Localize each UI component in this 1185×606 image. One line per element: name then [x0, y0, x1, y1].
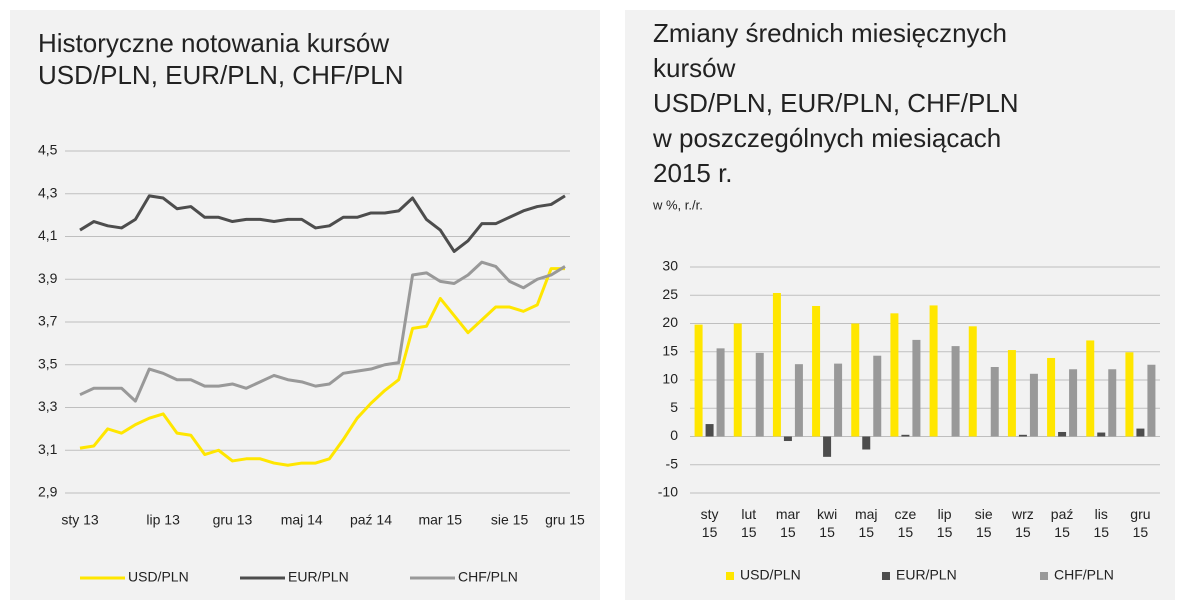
- bar: [1097, 432, 1106, 437]
- y-tick-label: 2,9: [38, 484, 58, 500]
- line-series: [79, 267, 565, 467]
- y-tick-label: 0: [670, 427, 678, 443]
- chart-subtitle: w %, r./r.: [652, 197, 703, 212]
- bar: [901, 434, 910, 437]
- bar: [716, 348, 725, 437]
- x-tick-label: maj 15: [854, 506, 878, 540]
- x-tick-label: lip 15: [936, 506, 953, 540]
- bar: [912, 339, 921, 437]
- chart-title: Historyczne notowania kursów: [38, 28, 389, 58]
- bar: [929, 305, 938, 437]
- bar: [772, 292, 781, 437]
- legend-label: EUR/PLN: [896, 567, 957, 583]
- x-tick-label: lis 15: [1093, 506, 1110, 540]
- legend-swatch: [726, 572, 734, 580]
- y-tick-label: 3,3: [38, 398, 58, 414]
- bar: [1147, 364, 1156, 437]
- y-tick-label: 20: [662, 314, 678, 330]
- panel: [10, 10, 600, 600]
- chart-title: USD/PLN, EUR/PLN, CHF/PLN: [38, 60, 404, 90]
- chart-title: 2015 r.: [653, 158, 733, 188]
- bar: [733, 323, 742, 437]
- bar: [1058, 431, 1067, 437]
- panel: [625, 10, 1175, 600]
- bar: [1069, 369, 1078, 437]
- chart-title: USD/PLN, EUR/PLN, CHF/PLN: [653, 88, 1019, 118]
- chart-title: Zmiany średnich miesięcznych: [653, 18, 1007, 48]
- bar: [694, 324, 703, 437]
- x-tick-label: sie 15: [491, 512, 529, 528]
- legend-label: USD/PLN: [128, 569, 189, 585]
- bar: [834, 363, 843, 437]
- bar: [783, 436, 792, 442]
- x-tick-label: lip 13: [146, 512, 180, 528]
- x-tick-label: wrz 15: [1012, 506, 1034, 540]
- bar: [1125, 352, 1134, 437]
- y-tick-label: 4,3: [38, 184, 58, 200]
- bar: [794, 364, 803, 437]
- bar: [812, 305, 821, 437]
- legend-swatch: [882, 572, 890, 580]
- bar: [873, 355, 882, 437]
- y-tick-label: 3,5: [38, 355, 58, 371]
- line-series: [79, 260, 566, 403]
- bar: [755, 352, 764, 437]
- bar: [1136, 428, 1145, 437]
- bar: [890, 313, 899, 437]
- bar: [1029, 373, 1038, 437]
- chart-title: kursów: [653, 53, 736, 83]
- y-tick-label: 15: [662, 342, 678, 358]
- x-tick-label: sie 15: [974, 506, 993, 540]
- bar: [705, 424, 714, 437]
- y-tick-label: 3,9: [38, 270, 58, 286]
- x-tick-label: maj 14: [281, 512, 323, 528]
- bar: [1108, 369, 1117, 437]
- y-tick-label: 25: [662, 286, 678, 302]
- bar: [1007, 350, 1016, 437]
- x-tick-label: kwi 15: [816, 506, 838, 540]
- y-tick-label: 4,1: [38, 227, 58, 243]
- legend-swatch: [1040, 572, 1048, 580]
- x-tick-label: cze 15: [894, 506, 917, 540]
- y-tick-label: 4,5: [38, 142, 58, 158]
- x-tick-label: gru 15: [545, 512, 585, 528]
- bar: [1086, 340, 1095, 437]
- legend-label: CHF/PLN: [1054, 567, 1114, 583]
- legend-label: CHF/PLN: [458, 569, 518, 585]
- y-tick-label: 10: [662, 371, 678, 387]
- y-tick-label: -10: [658, 484, 678, 500]
- x-tick-label: sty 15: [700, 506, 719, 540]
- bar: [851, 323, 860, 437]
- bar: [862, 436, 871, 450]
- x-tick-label: gru 13: [213, 512, 253, 528]
- y-tick-label: 5: [670, 399, 678, 415]
- x-tick-label: mar 15: [418, 512, 462, 528]
- bar: [968, 326, 977, 437]
- line-series: [79, 194, 566, 253]
- x-tick-label: paź 14: [350, 512, 392, 528]
- x-tick-label: lut 15: [740, 506, 757, 540]
- x-tick-label: paź 15: [1050, 506, 1074, 540]
- bar: [823, 436, 832, 457]
- x-tick-label: gru 15: [1130, 506, 1151, 540]
- bar: [1047, 357, 1056, 437]
- y-tick-label: -5: [666, 455, 679, 471]
- bar: [1018, 434, 1027, 437]
- legend-label: EUR/PLN: [288, 569, 349, 585]
- bar: [951, 346, 960, 437]
- x-tick-label: sty 13: [61, 512, 99, 528]
- y-tick-label: 30: [662, 258, 678, 274]
- chart-title: w poszczególnych miesiącach: [652, 123, 1001, 153]
- bar: [990, 367, 999, 437]
- y-tick-label: 3,1: [38, 441, 58, 457]
- y-tick-label: 3,7: [38, 313, 58, 329]
- legend-label: USD/PLN: [740, 567, 801, 583]
- x-tick-label: mar 15: [775, 506, 800, 540]
